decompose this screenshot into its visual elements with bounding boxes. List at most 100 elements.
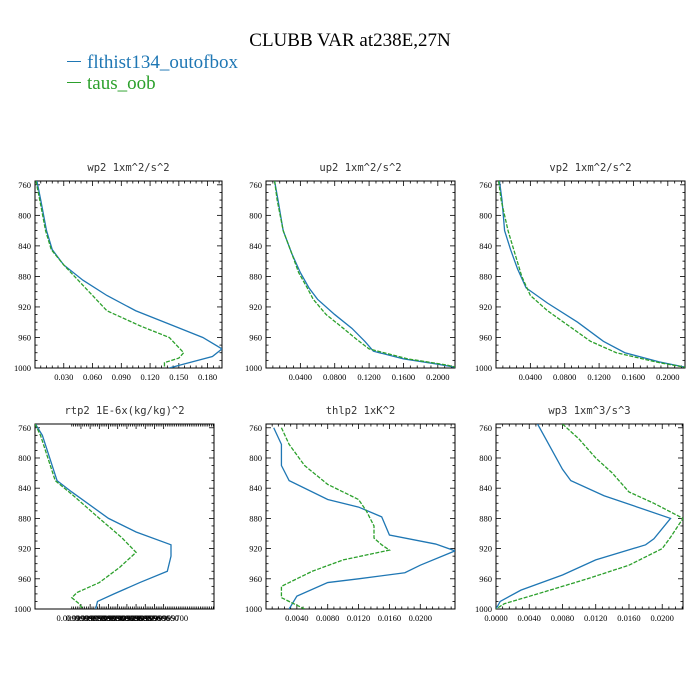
y-tick-label: 840 [18,483,31,493]
series-line-taus [35,181,185,368]
legend-label: flthist134_outofbox [87,52,238,73]
x-tick-label: 0.0040 [285,613,308,623]
x-tick-label: 0.120 [141,372,160,382]
series-line-taus [35,424,138,609]
x-tick-label: 0.0400 [289,372,312,382]
y-tick-label: 880 [479,271,492,281]
panel-title: wp3 1xm^3/s^3 [548,405,630,417]
x-tick-label: 0.1600 [622,372,645,382]
plot-frame [495,180,686,369]
series-line-flthist134 [36,181,222,368]
x-tick-label: 0.0200 [651,613,674,623]
x-tick-label: 0.0040 [518,613,541,623]
chart-panel: vp2 1xm^2/s^2 760 800 840 880 920 960 1000 0.040… [475,162,686,382]
panel-title: up2 1xm^2/s^2 [319,162,401,174]
y-tick-label: 800 [249,453,262,463]
y-tick-label: 1000 [475,604,492,614]
figure-title: CLUBB VAR at238E,27N [249,30,451,51]
chart-panel: thlp2 1xK^2 760 800 840 880 920 960 1000 0.0040 0… [245,405,456,623]
x-tick-label: 0.0099999500 [102,613,151,623]
y-tick-label: 1000 [475,363,492,373]
y-tick-label: 760 [18,423,31,433]
series-line-flthist134 [273,181,455,368]
x-tick-label: 0.1200 [587,372,610,382]
y-tick-label: 840 [18,241,31,251]
plot-frame [34,180,223,369]
y-tick-label: 760 [249,180,262,190]
y-tick-label: 1000 [245,604,262,614]
y-tick-label: 760 [479,423,492,433]
y-tick-label: 760 [479,180,492,190]
x-tick-label: 0.090 [112,372,131,382]
x-tick-label: 0.0080 [316,613,339,623]
y-tick-label: 960 [18,332,31,342]
y-tick-label: 920 [249,302,262,312]
y-tick-label: 800 [18,210,31,220]
y-tick-label: 880 [18,271,31,281]
x-tick-label: 0.0099999250 [57,613,106,623]
x-tick-label: 0.0120 [347,613,370,623]
y-tick-label: 960 [249,574,262,584]
chart-panel: wp3 1xm^3/s^3 760 800 840 880 920 960 10000.000… [475,405,684,623]
x-tick-label: 0.0120 [584,613,607,623]
y-tick-label: 920 [18,302,31,312]
y-tick-label: 960 [479,574,492,584]
series-line-taus [497,181,685,368]
y-tick-label: 920 [249,544,262,554]
y-tick-label: 880 [479,513,492,523]
chart-panel: rtp2 1E-6x(kg/kg)^2 760 800 840 880 920 960 100… [14,405,215,623]
legend-label: taus_oob [87,73,156,94]
x-tick-label: 0.060 [83,372,102,382]
x-tick-label: 0.0099999650 [130,613,179,623]
y-tick-label: 1000 [14,363,31,373]
x-tick-label: 0.0800 [553,372,576,382]
panel-title: wp2 1xm^2/s^2 [87,162,169,174]
y-tick-label: 880 [249,271,262,281]
y-tick-label: 880 [18,513,31,523]
series-line-taus [496,424,683,609]
y-tick-label: 920 [18,544,31,554]
panel-title: rtp2 1E-6x(kg/kg)^2 [64,405,184,417]
legend-entry-taus: taus_oob [67,73,156,95]
series-line-taus [280,427,392,609]
panel-title: vp2 1xm^2/s^2 [549,162,631,174]
plot-frame [265,180,456,369]
y-tick-label: 880 [249,513,262,523]
y-tick-label: 960 [18,574,31,584]
x-tick-label: 0.0800 [323,372,346,382]
x-tick-label: 0.0160 [378,613,401,623]
plot-frame [495,423,684,610]
y-tick-label: 1000 [245,363,262,373]
x-tick-label: 0.0099999350 [75,613,124,623]
y-tick-label: 840 [479,241,492,251]
series-line-flthist134 [498,181,685,368]
x-tick-label: 0.0099999300 [66,613,115,623]
series-line-flthist134 [273,427,455,609]
y-tick-label: 760 [18,180,31,190]
y-tick-label: 920 [479,544,492,554]
y-tick-label: 800 [18,453,31,463]
x-tick-label: 0.0160 [617,613,640,623]
y-tick-label: 840 [249,483,262,493]
chart-panel: up2 1xm^2/s^2 760 800 840 880 920 960 1000 0.040… [245,162,456,382]
y-tick-label: 960 [249,332,262,342]
y-tick-label: 760 [249,423,262,433]
x-tick-label: 0.1600 [392,372,415,382]
x-tick-label: 0.0099999550 [112,613,161,623]
x-tick-label: 0.0200 [409,613,432,623]
y-tick-label: 800 [479,453,492,463]
y-tick-label: 840 [249,241,262,251]
x-tick-label: 0.0099999700 [139,613,188,623]
x-tick-label: 0.0099999400 [84,613,133,623]
x-tick-label: 0.150 [169,372,188,382]
y-tick-label: 800 [479,210,492,220]
y-tick-label: 920 [479,302,492,312]
x-tick-label: 0.030 [54,372,73,382]
x-tick-label: 0.2000 [426,372,449,382]
chart-panel: wp2 1xm^2/s^2 760 800 840 880 920 960 1000 0.030… [14,162,223,382]
x-tick-label: 0.180 [198,372,217,382]
legend-entry-flthist134: flthist134_outofbox [67,52,238,74]
x-tick-label: 0.0000 [484,613,507,623]
x-tick-label: 0.0400 [519,372,542,382]
